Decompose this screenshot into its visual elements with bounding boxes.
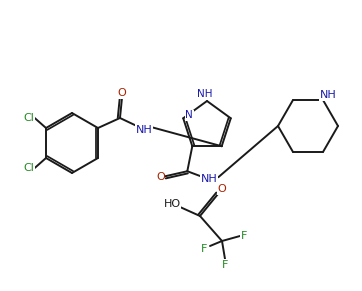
Text: NH: NH: [136, 125, 152, 135]
Text: F: F: [201, 244, 207, 254]
Text: Cl: Cl: [23, 113, 34, 123]
Text: NH: NH: [201, 174, 218, 184]
Text: N: N: [185, 110, 193, 120]
Text: Cl: Cl: [23, 163, 34, 173]
Text: NH: NH: [320, 90, 336, 100]
Text: O: O: [118, 88, 126, 98]
Text: O: O: [218, 184, 226, 194]
Text: HO: HO: [163, 199, 181, 209]
Text: F: F: [222, 260, 228, 270]
Text: NH: NH: [197, 89, 213, 99]
Text: F: F: [241, 231, 247, 241]
Text: O: O: [156, 172, 165, 182]
